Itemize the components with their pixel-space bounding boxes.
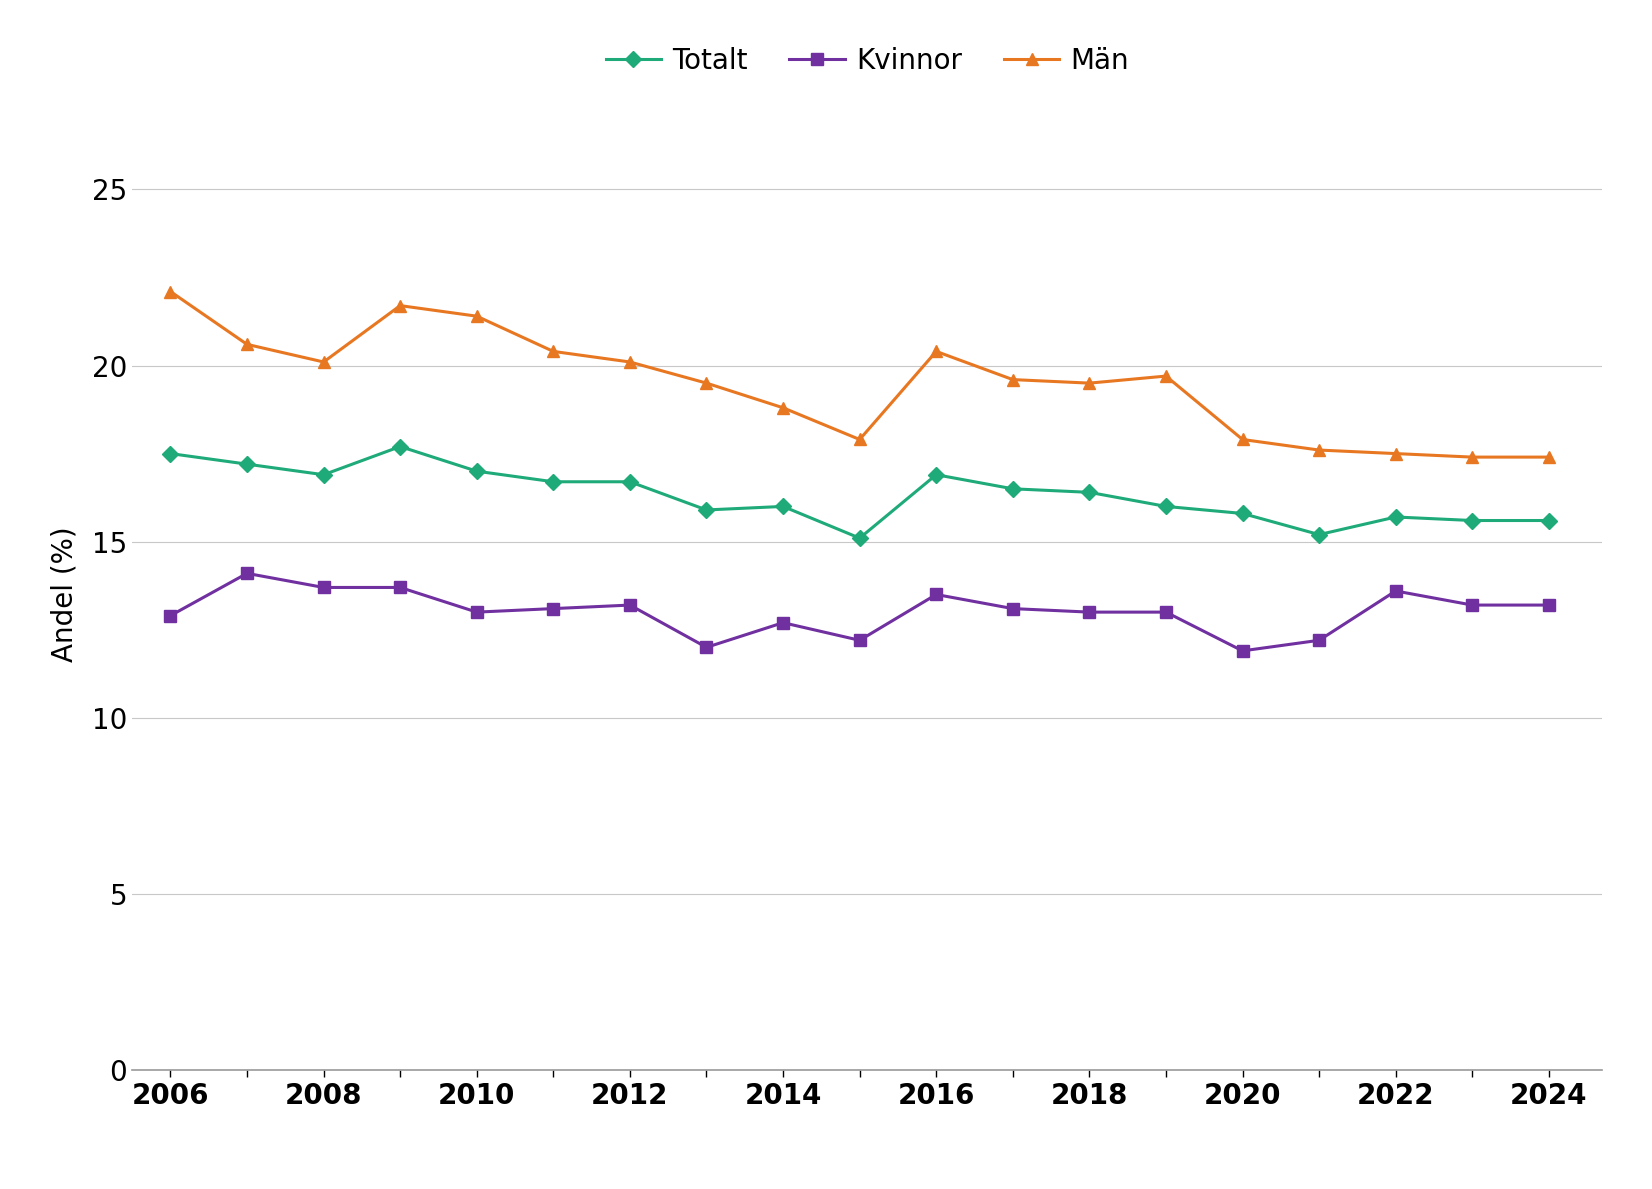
Män [1462, 449, 1482, 464]
Line: Totalt: Totalt [165, 441, 1555, 543]
Totalt [544, 474, 563, 489]
Män [697, 376, 717, 390]
Totalt [1540, 514, 1559, 528]
Kvinnor [620, 598, 639, 612]
Totalt [160, 446, 180, 460]
Line: Kvinnor: Kvinnor [165, 568, 1555, 656]
Kvinnor [468, 605, 487, 619]
Totalt [1079, 485, 1099, 499]
Totalt [1232, 507, 1252, 521]
Kvinnor [160, 609, 180, 623]
Totalt [390, 440, 410, 454]
Män [1308, 443, 1328, 458]
Kvinnor [390, 580, 410, 594]
Totalt [468, 464, 487, 478]
Totalt [620, 474, 639, 489]
Line: Män: Män [164, 285, 1555, 464]
Totalt [1003, 482, 1023, 496]
Totalt [314, 467, 334, 482]
Män [1156, 369, 1176, 383]
Kvinnor [1003, 602, 1023, 616]
Kvinnor [849, 634, 869, 648]
Män [238, 338, 258, 352]
Kvinnor [1540, 598, 1559, 612]
Män [1386, 446, 1406, 460]
Kvinnor [314, 580, 334, 594]
Män [390, 298, 410, 313]
Kvinnor [1156, 605, 1176, 619]
Män [160, 284, 180, 298]
Män [927, 345, 947, 359]
Män [620, 354, 639, 369]
Totalt [1462, 514, 1482, 528]
Män [1079, 376, 1099, 390]
Kvinnor [1462, 598, 1482, 612]
Män [1003, 372, 1023, 386]
Kvinnor [697, 640, 717, 654]
Totalt [1386, 510, 1406, 524]
Män [544, 345, 563, 359]
Totalt [849, 531, 869, 546]
Män [773, 401, 793, 415]
Totalt [1156, 499, 1176, 514]
Män [468, 309, 487, 323]
Kvinnor [1232, 643, 1252, 658]
Totalt [1308, 528, 1328, 542]
Kvinnor [1079, 605, 1099, 619]
Män [1540, 449, 1559, 464]
Kvinnor [544, 602, 563, 616]
Legend: Totalt, Kvinnor, Män: Totalt, Kvinnor, Män [606, 48, 1128, 75]
Totalt [773, 499, 793, 514]
Totalt [927, 467, 947, 482]
Kvinnor [1386, 584, 1406, 598]
Totalt [238, 457, 258, 471]
Kvinnor [773, 616, 793, 630]
Kvinnor [927, 587, 947, 602]
Kvinnor [238, 566, 258, 580]
Män [1232, 433, 1252, 447]
Män [314, 354, 334, 369]
Y-axis label: Andel (%): Andel (%) [50, 527, 78, 662]
Män [849, 433, 869, 447]
Totalt [697, 503, 717, 517]
Kvinnor [1308, 634, 1328, 648]
